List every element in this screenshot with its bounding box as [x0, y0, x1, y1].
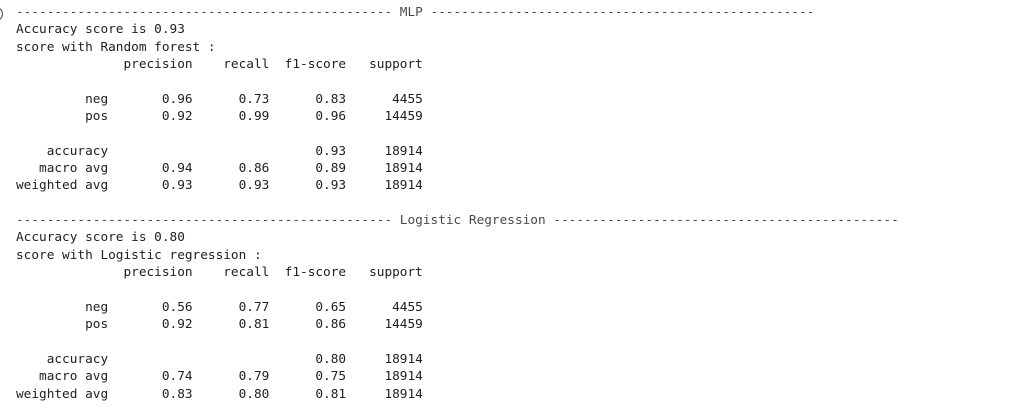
mlp-report-row-neg: neg 0.96 0.73 0.83 4455	[16, 91, 423, 107]
mlp-score-label-line: score with Random forest :	[16, 39, 216, 55]
logreg-report-row-macro-avg: macro avg 0.74 0.79 0.75 18914	[16, 369, 423, 385]
mlp-report-row-weighted-avg: weighted avg 0.93 0.93 0.93 18914	[16, 178, 423, 194]
logreg-report-header: precision recall f1-score support	[16, 265, 423, 281]
blank-line	[16, 195, 899, 212]
blank-line	[16, 73, 899, 90]
mlp-report-header: precision recall f1-score support	[16, 57, 423, 73]
output-collapse-icon[interactable]	[0, 7, 3, 21]
blank-line	[16, 282, 899, 299]
mlp-report-row-pos: pos 0.92 0.99 0.96 14459	[16, 109, 423, 125]
logreg-score-label-line: score with Logistic regression :	[16, 247, 262, 263]
blank-line	[16, 334, 899, 351]
logreg-separator-line: ----------------------------------------…	[16, 213, 899, 229]
mlp-separator-line: ----------------------------------------…	[16, 5, 815, 20]
logreg-accuracy-line: Accuracy score is 0.80	[16, 230, 185, 246]
mlp-accuracy-line: Accuracy score is 0.93	[16, 22, 185, 38]
logreg-report-row-neg: neg 0.56 0.77 0.65 4455	[16, 299, 423, 315]
logreg-report-row-weighted-avg: weighted avg 0.83 0.80 0.81 18914	[16, 386, 423, 402]
logreg-report-row-pos: pos 0.92 0.81 0.86 14459	[16, 317, 423, 333]
mlp-report-row-macro-avg: macro avg 0.94 0.86 0.89 18914	[16, 161, 423, 177]
cell-output-text: ----------------------------------------…	[16, 4, 899, 403]
logreg-report-row-accuracy: accuracy 0.80 18914	[16, 351, 423, 367]
blank-line	[16, 125, 899, 142]
mlp-report-row-accuracy: accuracy 0.93 18914	[16, 143, 423, 159]
